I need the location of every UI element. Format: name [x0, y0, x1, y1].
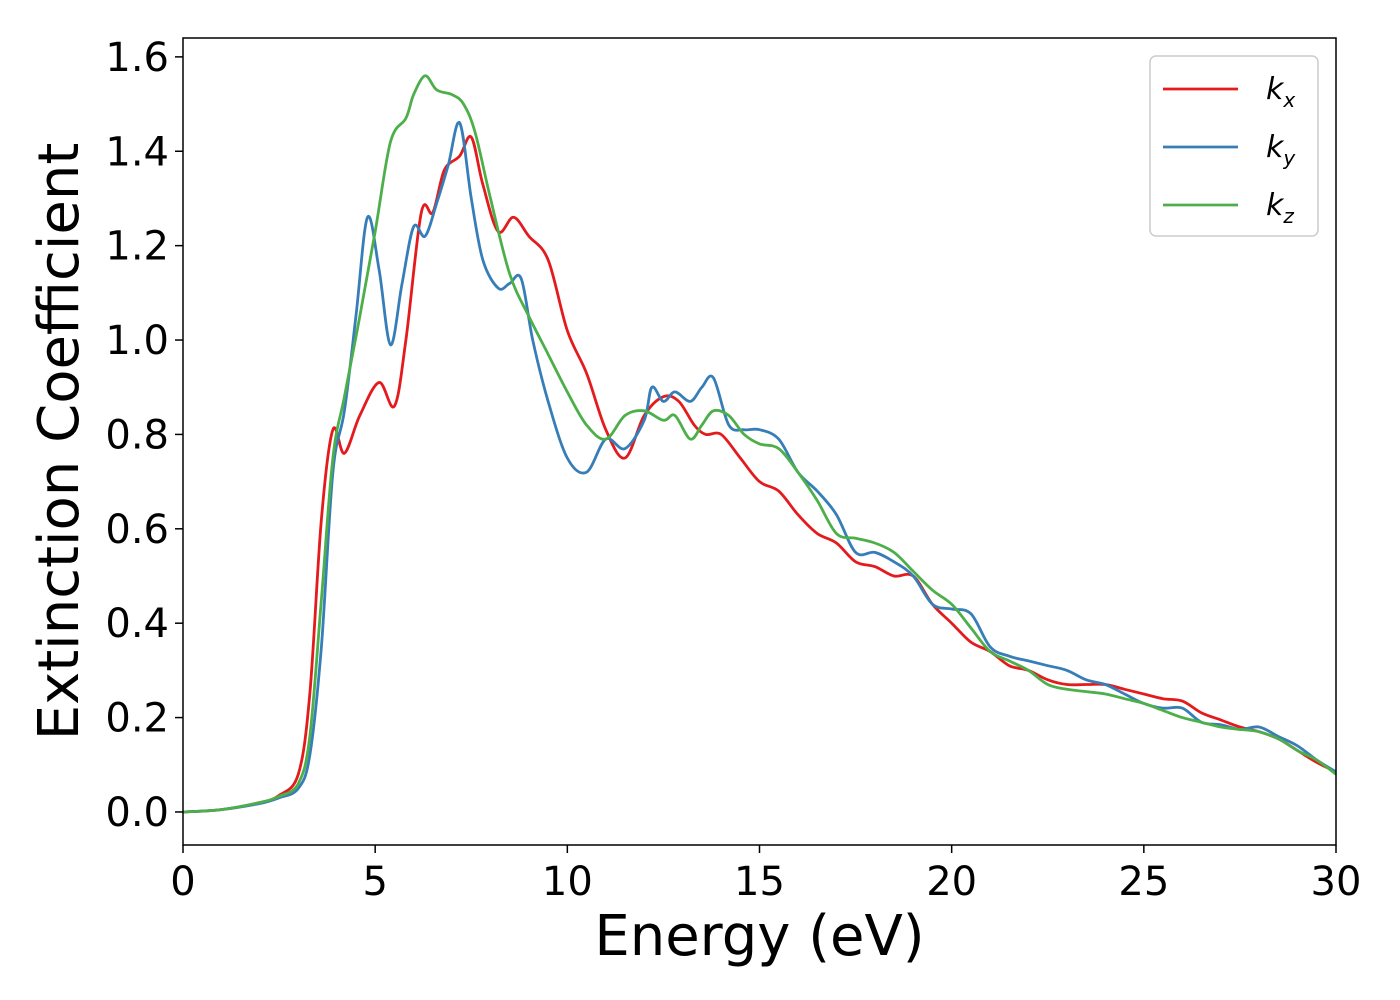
x-tick-label: 20 [926, 859, 977, 905]
y-tick-label: 1.4 [105, 129, 169, 175]
x-tick-label: 15 [734, 859, 785, 905]
y-tick-label: 1.2 [105, 224, 169, 270]
x-tick-label: 5 [362, 859, 387, 905]
y-tick-label: 0.6 [105, 507, 169, 553]
series-line-kx [183, 134, 1336, 814]
y-tick-label: 0.2 [105, 696, 169, 742]
series-line-ky [183, 121, 1336, 814]
series-layer [183, 74, 1336, 814]
x-tick-label: 10 [542, 859, 593, 905]
x-axis-label: Energy (eV) [594, 904, 924, 969]
legend-label-kx: kx [1266, 72, 1295, 112]
y-axis: 0.0 0.2 0.4 0.6 0.8 1.0 1.2 1.4 1.6 [105, 35, 183, 836]
y-tick-label: 0.8 [105, 412, 169, 458]
legend-name: k [1266, 188, 1285, 223]
legend-label-ky: ky [1266, 130, 1296, 170]
legend-name: k [1266, 130, 1285, 165]
y-axis-label: Extinction Coefficient [27, 143, 92, 741]
y-tick-label: 0.0 [105, 790, 169, 836]
legend-subscript: y [1282, 146, 1296, 170]
y-tick-label: 0.4 [105, 601, 169, 647]
legend-subscript: x [1282, 88, 1295, 112]
x-axis: 0 5 10 15 20 25 30 [170, 845, 1361, 905]
series-line-kz [183, 74, 1336, 814]
y-tick-label: 1.6 [105, 35, 169, 81]
legend-name: k [1266, 72, 1285, 107]
y-tick-label: 1.0 [105, 318, 169, 364]
legend-subscript: z [1282, 204, 1294, 228]
x-tick-label: 0 [170, 859, 195, 905]
x-tick-label: 25 [1118, 859, 1169, 905]
legend-label-kz: kz [1266, 188, 1294, 228]
x-tick-label: 30 [1311, 859, 1362, 905]
